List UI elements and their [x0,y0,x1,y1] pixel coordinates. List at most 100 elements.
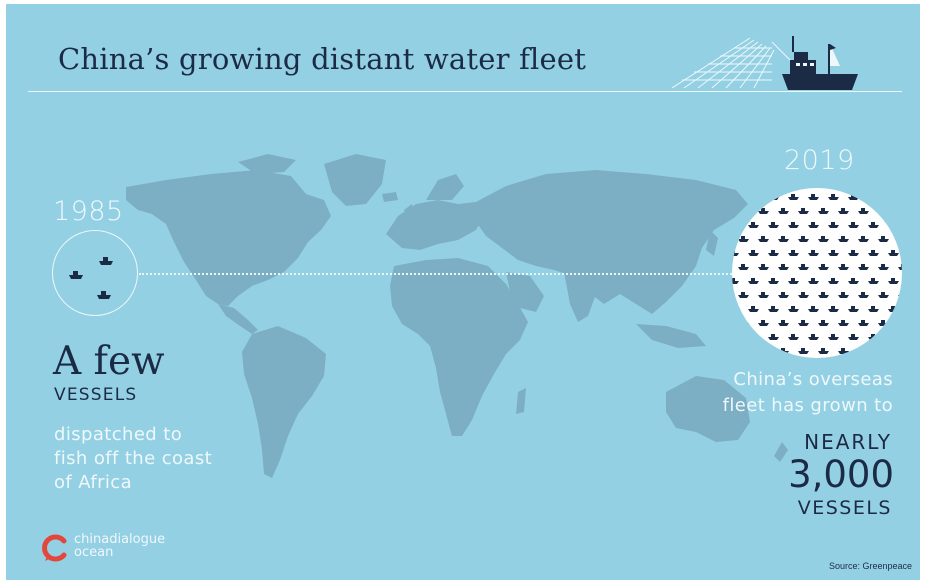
boat-icon [858,208,869,214]
boat-icon [838,264,849,270]
boat-icon [738,292,749,298]
boat-icon [748,222,759,228]
boat-icon [778,292,789,298]
boat-icon [808,278,819,284]
boat-icon [818,208,829,214]
boat-icon [798,236,809,242]
boat-icon [778,208,789,214]
boat-icon [788,306,799,312]
boat-icon [758,208,769,214]
description-2019-line: China’s overseas [733,369,893,390]
boat-icon [868,222,879,228]
boat-icon [732,278,739,284]
boat-icon [758,292,769,298]
boat-icon [828,250,839,256]
boat-icon [878,264,889,270]
boat-icon [97,291,111,299]
boat-icon [838,320,849,326]
boat-icon [788,250,799,256]
japan [706,230,718,256]
boat-icon [818,292,829,298]
southeast-asia-islands [636,324,706,348]
boat-icon [778,264,789,270]
boat-icon [888,250,899,256]
new-zealand [774,442,788,462]
boat-icon [69,271,83,279]
boat-icon [798,208,809,214]
description-1985-line: fish off the coast [54,448,213,469]
description-1985: dispatched to fish off the coast of Afri… [54,423,284,495]
boat-icon [798,264,809,270]
boat-icon [838,208,849,214]
boat-icon [758,264,769,270]
boat-icon [788,334,799,340]
boat-icon [848,334,859,340]
boat-icon [788,194,799,200]
boat-icon [748,278,759,284]
boat-icon [848,250,859,256]
nearly-label: NEARLY [804,430,892,454]
boat-icon [878,236,889,242]
description-2019-line: fleet has grown to [722,395,893,416]
boat-icon [808,306,819,312]
brand-logo-text[interactable]: chinadialogue ocean [74,533,165,559]
boat-icon-group [69,257,113,299]
boat-icon [858,292,869,298]
vessels-1985-circle [52,230,138,316]
boat-icon [808,250,819,256]
brand-name: chinadialogue [74,532,166,547]
boat-icon [828,334,839,340]
boat-icon [858,264,869,270]
europe [386,200,484,250]
boat-icon [858,320,869,326]
boat-icon [798,348,809,354]
fishing-trawler-icon [672,36,858,90]
boat-icon [888,278,899,284]
boat-icon [868,250,879,256]
year-2019-label: 2019 [784,145,855,176]
boat-icon [768,278,779,284]
boat-icon [828,306,839,312]
few-vessels-headline: A few [53,339,165,384]
boat-icon [828,194,839,200]
boat-icon [838,236,849,242]
vessels-label-2019: VESSELS [797,497,892,519]
australia [666,376,750,442]
india [564,272,596,322]
boat-icon [848,306,859,312]
scandinavia [426,174,464,200]
boat-icon [858,236,869,242]
boat-icon [798,292,809,298]
boat-icon [788,278,799,284]
world-map [126,154,788,478]
description-1985-line: dispatched to [54,424,183,445]
boat-icon [818,264,829,270]
boat-icon [738,264,749,270]
boat-icon [768,334,779,340]
boat-icon [868,278,879,284]
vessels-2019-circle [732,188,902,358]
boat-icon [768,250,779,256]
boat-icon [898,264,902,270]
iceland [382,192,398,202]
boat-icon [738,236,749,242]
boat-icon [778,236,789,242]
boat-icon [828,278,839,284]
brand-subname: ocean [74,545,114,560]
boat-icon [848,194,859,200]
description-1985-line: of Africa [54,472,133,493]
central-america [218,304,258,334]
boat-icon [788,222,799,228]
boat-icon [818,348,829,354]
africa [390,258,528,436]
boat-icon [99,257,113,265]
boat-icon [848,278,859,284]
arabian-peninsula [506,272,544,312]
boat-icon [838,292,849,298]
boat-icon [798,320,809,326]
north-america-landmass [126,170,331,306]
boat-icon [808,334,819,340]
timeline-dotted-line [139,273,735,275]
boat-icon [778,320,789,326]
boat-icon [818,236,829,242]
